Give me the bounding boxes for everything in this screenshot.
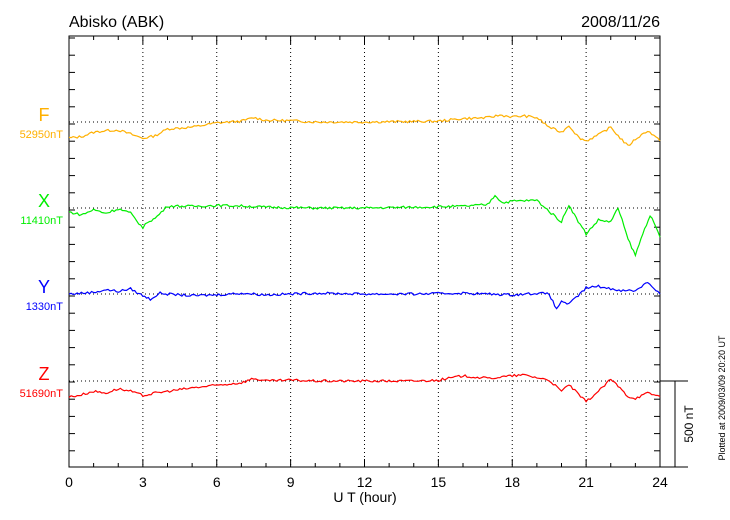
series-labels: F 52950nT X 11410nT Y 1330nT Z 51690nT xyxy=(20,105,64,400)
x-tick-label: 6 xyxy=(213,474,221,490)
series-baseline: 1330nT xyxy=(26,301,64,313)
series-line-F xyxy=(68,114,661,146)
series-name: F xyxy=(39,105,50,125)
grid xyxy=(69,36,660,467)
series-baseline: 52950nT xyxy=(20,129,64,141)
x-tick-label: 15 xyxy=(431,474,447,490)
x-tick-labels: 0 3 6 9 12 15 18 21 24 xyxy=(65,474,668,490)
x-axis-label: U T (hour) xyxy=(333,489,396,505)
plotted-at-note: Plotted at 2009/03/09 20:20 UT xyxy=(717,335,727,461)
series-name: X xyxy=(38,191,50,211)
scale-bar-label: 500 nT xyxy=(682,405,696,443)
series-name: Y xyxy=(38,277,50,297)
x-tick-label: 12 xyxy=(357,474,373,490)
scale-bar: 500 nT xyxy=(660,380,696,468)
x-tick-label: 9 xyxy=(287,474,295,490)
x-tick-label: 24 xyxy=(652,474,668,490)
series-line-Z xyxy=(68,373,661,403)
series-line-X xyxy=(68,194,661,258)
chart-date: 2008/11/26 xyxy=(581,14,660,31)
x-tick-label: 21 xyxy=(578,474,594,490)
series-baseline: 51690nT xyxy=(20,388,64,400)
x-tick-label: 18 xyxy=(504,474,520,490)
chart-title: Abisko (ABK) xyxy=(69,14,164,31)
series-baseline: 11410nT xyxy=(20,215,63,227)
series-lines xyxy=(68,114,661,403)
series-line-Y xyxy=(68,281,661,310)
x-tick-label: 0 xyxy=(65,474,73,490)
axes xyxy=(68,35,661,468)
series-name: Z xyxy=(39,364,50,384)
x-tick-label: 3 xyxy=(139,474,147,490)
